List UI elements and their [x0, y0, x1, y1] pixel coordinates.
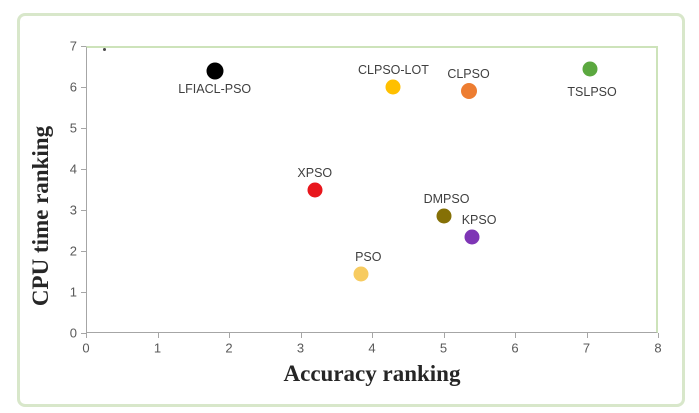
x-tick-mark: [86, 333, 87, 338]
data-point-label-clpso-lot: CLPSO-LOT: [358, 63, 429, 77]
data-point-pso: [353, 266, 369, 282]
data-point-lfiacl-pso: [206, 62, 224, 80]
y-tick-mark: [81, 210, 86, 211]
plot-area: [86, 46, 658, 333]
data-point-clpso: [460, 83, 477, 100]
stray-mark: [103, 48, 106, 51]
x-tick-label: 2: [225, 340, 233, 356]
y-tick-label: 7: [69, 38, 77, 54]
data-point-label-kpso: KPSO: [461, 212, 497, 227]
y-tick-label: 5: [69, 120, 77, 136]
y-tick-mark: [81, 128, 86, 129]
y-tick-mark: [81, 333, 86, 334]
data-point-label-pso: PSO: [355, 249, 382, 264]
data-point-label-lfiacl-pso: LFIACL-PSO: [178, 81, 252, 96]
x-tick-mark: [443, 333, 445, 338]
y-tick-label: 2: [69, 243, 77, 259]
y-tick-mark: [81, 292, 86, 293]
data-point-dmpso: [436, 208, 451, 224]
y-tick-label: 1: [69, 284, 77, 300]
x-tick-mark: [586, 333, 588, 338]
y-axis-title: CPU time ranking: [28, 125, 53, 307]
data-point-label-tslpso: TSLPSO: [567, 84, 617, 99]
y-tick-label: 0: [69, 325, 77, 341]
data-point-label-xpso: XPSO: [297, 165, 333, 180]
x-tick-label: 4: [368, 340, 376, 356]
x-tick-label: 8: [654, 340, 662, 356]
x-tick-mark: [300, 333, 302, 338]
data-point-tslpso: [582, 61, 598, 77]
y-tick-mark: [81, 46, 86, 47]
data-point-clpso-lot: [385, 79, 401, 95]
data-point-label-dmpso: DMPSO: [423, 192, 470, 207]
data-point-xpso: [307, 182, 323, 197]
x-tick-mark: [515, 333, 516, 338]
y-tick-label: 4: [69, 161, 77, 177]
chart-outer-frame: [17, 13, 685, 407]
y-tick-mark: [81, 251, 86, 252]
x-tick-mark: [229, 333, 230, 338]
x-tick-mark: [372, 333, 373, 338]
x-tick-label: 0: [82, 340, 90, 356]
y-tick-mark: [81, 169, 86, 170]
x-tick-label: 3: [296, 340, 305, 356]
x-axis-title: Accuracy ranking: [283, 361, 461, 386]
x-tick-label: 5: [439, 340, 448, 356]
x-tick-mark: [658, 333, 659, 338]
y-tick-label: 6: [69, 79, 77, 95]
x-tick-label: 1: [153, 340, 162, 356]
x-tick-mark: [157, 333, 159, 338]
data-point-label-clpso: CLPSO: [447, 67, 490, 82]
x-tick-label: 6: [511, 340, 519, 356]
y-tick-label: 3: [69, 202, 77, 218]
y-tick-mark: [81, 87, 86, 88]
data-point-kpso: [464, 229, 480, 245]
x-tick-label: 7: [582, 340, 591, 356]
